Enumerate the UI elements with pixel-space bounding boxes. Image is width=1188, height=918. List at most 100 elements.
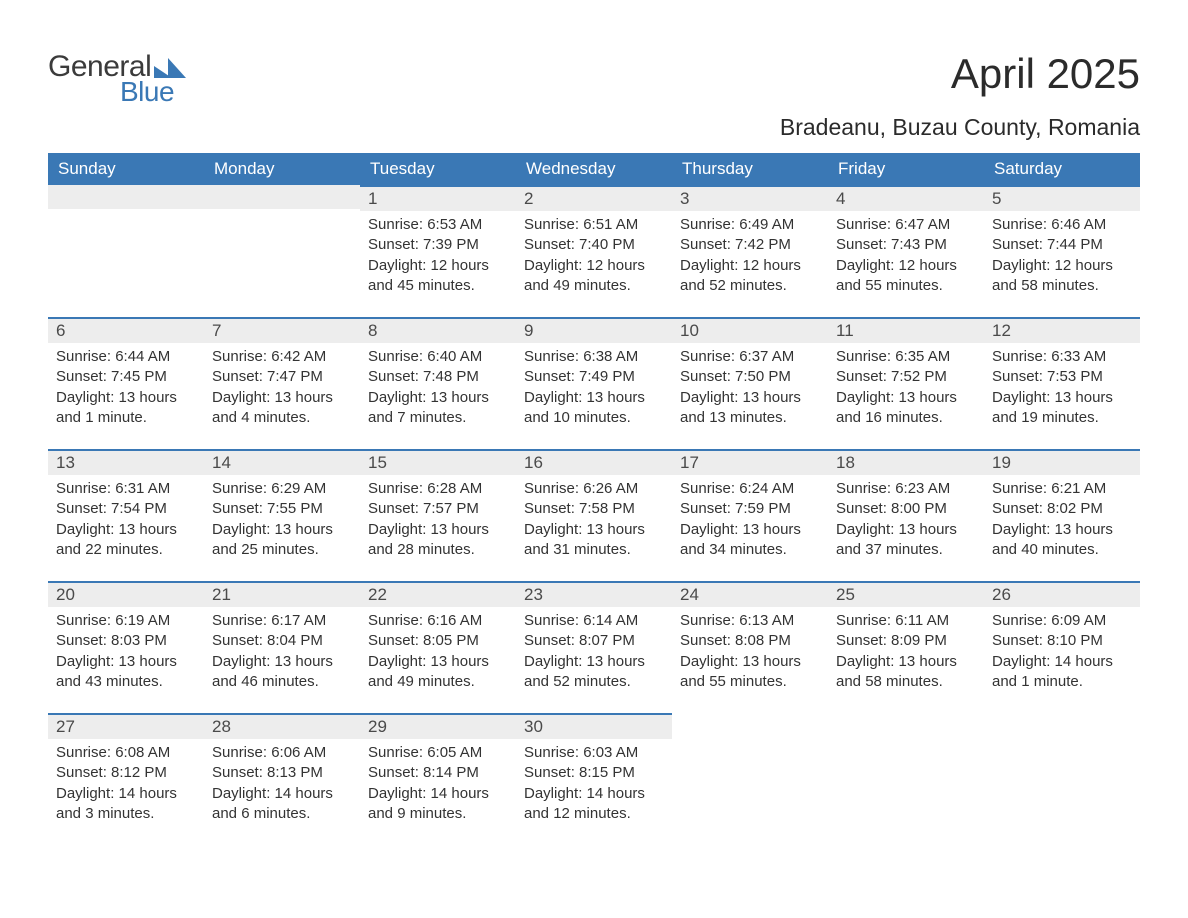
sunset-line: Sunset: 7:55 PM	[212, 499, 352, 519]
day-body: Sunrise: 6:40 AMSunset: 7:48 PMDaylight:…	[360, 343, 516, 436]
sunset-line: Sunset: 7:50 PM	[680, 367, 820, 387]
day-number: 5	[984, 187, 1140, 211]
sunset-line: Sunset: 8:10 PM	[992, 631, 1132, 651]
sunset-line: Sunset: 8:07 PM	[524, 631, 664, 651]
daylight-line: Daylight: 13 hours and 58 minutes.	[836, 652, 976, 693]
calendar-cell: 20Sunrise: 6:19 AMSunset: 8:03 PMDayligh…	[48, 581, 204, 713]
sunrise-line: Sunrise: 6:38 AM	[524, 347, 664, 367]
calendar-table: SundayMondayTuesdayWednesdayThursdayFrid…	[48, 153, 1140, 845]
sunset-line: Sunset: 7:47 PM	[212, 367, 352, 387]
sunrise-line: Sunrise: 6:31 AM	[56, 479, 196, 499]
day-wrap: 26Sunrise: 6:09 AMSunset: 8:10 PMDayligh…	[984, 581, 1140, 700]
day-number: 25	[828, 583, 984, 607]
day-number: 22	[360, 583, 516, 607]
day-wrap: 5Sunrise: 6:46 AMSunset: 7:44 PMDaylight…	[984, 185, 1140, 304]
sunset-line: Sunset: 8:02 PM	[992, 499, 1132, 519]
sunset-line: Sunset: 8:13 PM	[212, 763, 352, 783]
sunset-line: Sunset: 8:05 PM	[368, 631, 508, 651]
day-wrap: 8Sunrise: 6:40 AMSunset: 7:48 PMDaylight…	[360, 317, 516, 436]
logo-triangle-icon	[154, 58, 186, 78]
day-number: 17	[672, 451, 828, 475]
weekday-header: Sunday	[48, 153, 204, 185]
calendar-cell: 27Sunrise: 6:08 AMSunset: 8:12 PMDayligh…	[48, 713, 204, 845]
calendar-body: 1Sunrise: 6:53 AMSunset: 7:39 PMDaylight…	[48, 185, 1140, 845]
day-number: 19	[984, 451, 1140, 475]
day-body: Sunrise: 6:16 AMSunset: 8:05 PMDaylight:…	[360, 607, 516, 700]
day-wrap: 1Sunrise: 6:53 AMSunset: 7:39 PMDaylight…	[360, 185, 516, 304]
sunset-line: Sunset: 8:08 PM	[680, 631, 820, 651]
header: General Blue April 2025	[48, 50, 1140, 108]
sunset-line: Sunset: 8:04 PM	[212, 631, 352, 651]
calendar-cell: 29Sunrise: 6:05 AMSunset: 8:14 PMDayligh…	[360, 713, 516, 845]
sunset-line: Sunset: 7:42 PM	[680, 235, 820, 255]
day-number: 1	[360, 187, 516, 211]
day-wrap: 24Sunrise: 6:13 AMSunset: 8:08 PMDayligh…	[672, 581, 828, 700]
day-number: 12	[984, 319, 1140, 343]
day-wrap: 17Sunrise: 6:24 AMSunset: 7:59 PMDayligh…	[672, 449, 828, 568]
day-number: 23	[516, 583, 672, 607]
calendar-week-row: 1Sunrise: 6:53 AMSunset: 7:39 PMDaylight…	[48, 185, 1140, 317]
calendar-cell: 28Sunrise: 6:06 AMSunset: 8:13 PMDayligh…	[204, 713, 360, 845]
day-body: Sunrise: 6:46 AMSunset: 7:44 PMDaylight:…	[984, 211, 1140, 304]
day-body: Sunrise: 6:06 AMSunset: 8:13 PMDaylight:…	[204, 739, 360, 832]
daylight-line: Daylight: 12 hours and 55 minutes.	[836, 256, 976, 297]
sunrise-line: Sunrise: 6:53 AM	[368, 215, 508, 235]
calendar-cell: 10Sunrise: 6:37 AMSunset: 7:50 PMDayligh…	[672, 317, 828, 449]
day-body: Sunrise: 6:24 AMSunset: 7:59 PMDaylight:…	[672, 475, 828, 568]
day-number: 28	[204, 715, 360, 739]
calendar-cell: 5Sunrise: 6:46 AMSunset: 7:44 PMDaylight…	[984, 185, 1140, 317]
daylight-line: Daylight: 14 hours and 1 minute.	[992, 652, 1132, 693]
day-body: Sunrise: 6:21 AMSunset: 8:02 PMDaylight:…	[984, 475, 1140, 568]
sunrise-line: Sunrise: 6:19 AM	[56, 611, 196, 631]
day-wrap: 13 Sunrise: 6:31 AMSunset: 7:54 PMDayligh…	[48, 449, 204, 568]
daylight-line: Daylight: 13 hours and 22 minutes.	[56, 520, 196, 561]
sunrise-line: Sunrise: 6:40 AM	[368, 347, 508, 367]
day-wrap: 7Sunrise: 6:42 AMSunset: 7:47 PMDaylight…	[204, 317, 360, 436]
day-wrap: 21Sunrise: 6:17 AMSunset: 8:04 PMDayligh…	[204, 581, 360, 700]
daylight-line: Daylight: 13 hours and 19 minutes.	[992, 388, 1132, 429]
day-body: Sunrise: 6:26 AMSunset: 7:58 PMDaylight:…	[516, 475, 672, 568]
daylight-line: Daylight: 13 hours and 13 minutes.	[680, 388, 820, 429]
day-body: Sunrise: 6:49 AMSunset: 7:42 PMDaylight:…	[672, 211, 828, 304]
location-subtitle: Bradeanu, Buzau County, Romania	[48, 114, 1140, 141]
day-number: 21	[204, 583, 360, 607]
sunrise-line: Sunrise: 6:46 AM	[992, 215, 1132, 235]
calendar-week-row: 6Sunrise: 6:44 AMSunset: 7:45 PMDaylight…	[48, 317, 1140, 449]
sunset-line: Sunset: 8:14 PM	[368, 763, 508, 783]
sunrise-line: Sunrise: 6:23 AM	[836, 479, 976, 499]
sunset-line: Sunset: 7:54 PM	[56, 499, 196, 519]
day-body: Sunrise: 6:03 AMSunset: 8:15 PMDaylight:…	[516, 739, 672, 832]
daylight-line: Daylight: 13 hours and 7 minutes.	[368, 388, 508, 429]
day-body: Sunrise: 6:19 AMSunset: 8:03 PMDaylight:…	[48, 607, 204, 700]
daylight-line: Daylight: 12 hours and 52 minutes.	[680, 256, 820, 297]
day-wrap: 14Sunrise: 6:29 AMSunset: 7:55 PMDayligh…	[204, 449, 360, 568]
weekday-header: Thursday	[672, 153, 828, 185]
sunrise-line: Sunrise: 6:51 AM	[524, 215, 664, 235]
day-wrap: 30Sunrise: 6:03 AMSunset: 8:15 PMDayligh…	[516, 713, 672, 832]
day-number: 11	[828, 319, 984, 343]
sunset-line: Sunset: 7:53 PM	[992, 367, 1132, 387]
day-number: 8	[360, 319, 516, 343]
sunset-line: Sunset: 7:52 PM	[836, 367, 976, 387]
sunrise-line: Sunrise: 6:44 AM	[56, 347, 196, 367]
day-wrap: 18Sunrise: 6:23 AMSunset: 8:00 PMDayligh…	[828, 449, 984, 568]
sunset-line: Sunset: 8:09 PM	[836, 631, 976, 651]
day-number: 13	[48, 451, 204, 475]
day-wrap: 3Sunrise: 6:49 AMSunset: 7:42 PMDaylight…	[672, 185, 828, 304]
day-number: 30	[516, 715, 672, 739]
daylight-line: Daylight: 14 hours and 6 minutes.	[212, 784, 352, 825]
calendar-cell	[48, 185, 204, 317]
day-body: Sunrise: 6:11 AMSunset: 8:09 PMDaylight:…	[828, 607, 984, 700]
calendar-cell: 6Sunrise: 6:44 AMSunset: 7:45 PMDaylight…	[48, 317, 204, 449]
weekday-header: Tuesday	[360, 153, 516, 185]
weekday-header: Saturday	[984, 153, 1140, 185]
day-wrap: 12Sunrise: 6:33 AMSunset: 7:53 PMDayligh…	[984, 317, 1140, 436]
day-body: Sunrise: 6:53 AMSunset: 7:39 PMDaylight:…	[360, 211, 516, 304]
day-body: Sunrise: 6:37 AMSunset: 7:50 PMDaylight:…	[672, 343, 828, 436]
day-body: Sunrise: 6:28 AMSunset: 7:57 PMDaylight:…	[360, 475, 516, 568]
day-body: Sunrise: 6:14 AMSunset: 8:07 PMDaylight:…	[516, 607, 672, 700]
sunset-line: Sunset: 8:00 PM	[836, 499, 976, 519]
day-wrap: 27Sunrise: 6:08 AMSunset: 8:12 PMDayligh…	[48, 713, 204, 832]
sunrise-line: Sunrise: 6:35 AM	[836, 347, 976, 367]
calendar-cell	[984, 713, 1140, 845]
